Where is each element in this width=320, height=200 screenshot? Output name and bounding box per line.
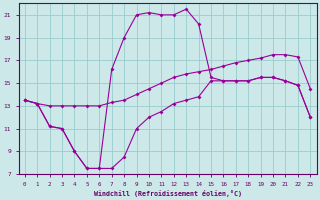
X-axis label: Windchill (Refroidissement éolien,°C): Windchill (Refroidissement éolien,°C)	[93, 190, 242, 197]
